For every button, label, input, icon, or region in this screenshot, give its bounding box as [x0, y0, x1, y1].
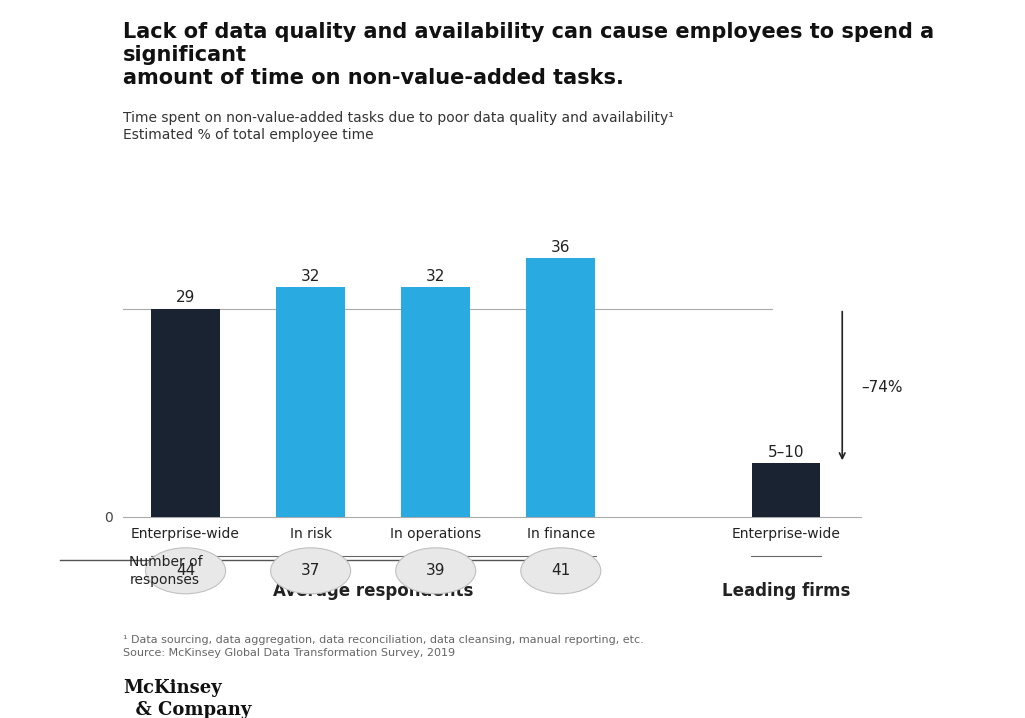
Text: Lack of data quality and availability can cause employees to spend a significant: Lack of data quality and availability ca…: [123, 22, 934, 88]
Bar: [151, 309, 220, 517]
Bar: [276, 287, 345, 517]
Text: Time spent on non-value-added tasks due to poor data quality and availability¹: Time spent on non-value-added tasks due …: [123, 111, 673, 125]
Text: 37: 37: [301, 564, 321, 578]
Circle shape: [146, 548, 226, 594]
Text: Average respondents: Average respondents: [273, 582, 474, 600]
Bar: [527, 258, 596, 517]
Text: 41: 41: [551, 564, 571, 578]
Text: 36: 36: [551, 240, 571, 255]
Text: 44: 44: [176, 564, 195, 578]
Bar: [751, 463, 820, 517]
Text: –74%: –74%: [861, 381, 902, 395]
Text: 32: 32: [301, 269, 321, 284]
Bar: [402, 287, 470, 517]
Text: 39: 39: [426, 564, 446, 578]
Text: Estimated % of total employee time: Estimated % of total employee time: [123, 128, 374, 141]
Circle shape: [396, 548, 476, 594]
Text: 29: 29: [176, 290, 195, 305]
Text: Source: McKinsey Global Data Transformation Survey, 2019: Source: McKinsey Global Data Transformat…: [123, 648, 455, 658]
Circle shape: [271, 548, 351, 594]
Text: 5–10: 5–10: [768, 444, 805, 460]
Text: ¹ Data sourcing, data aggregation, data reconciliation, data cleansing, manual r: ¹ Data sourcing, data aggregation, data …: [123, 635, 644, 645]
Circle shape: [521, 548, 601, 594]
Text: Leading firms: Leading firms: [722, 582, 850, 600]
Text: McKinsey
  & Company: McKinsey & Company: [123, 679, 251, 718]
Text: Number of
responses: Number of responses: [129, 554, 203, 587]
Text: 32: 32: [426, 269, 446, 284]
